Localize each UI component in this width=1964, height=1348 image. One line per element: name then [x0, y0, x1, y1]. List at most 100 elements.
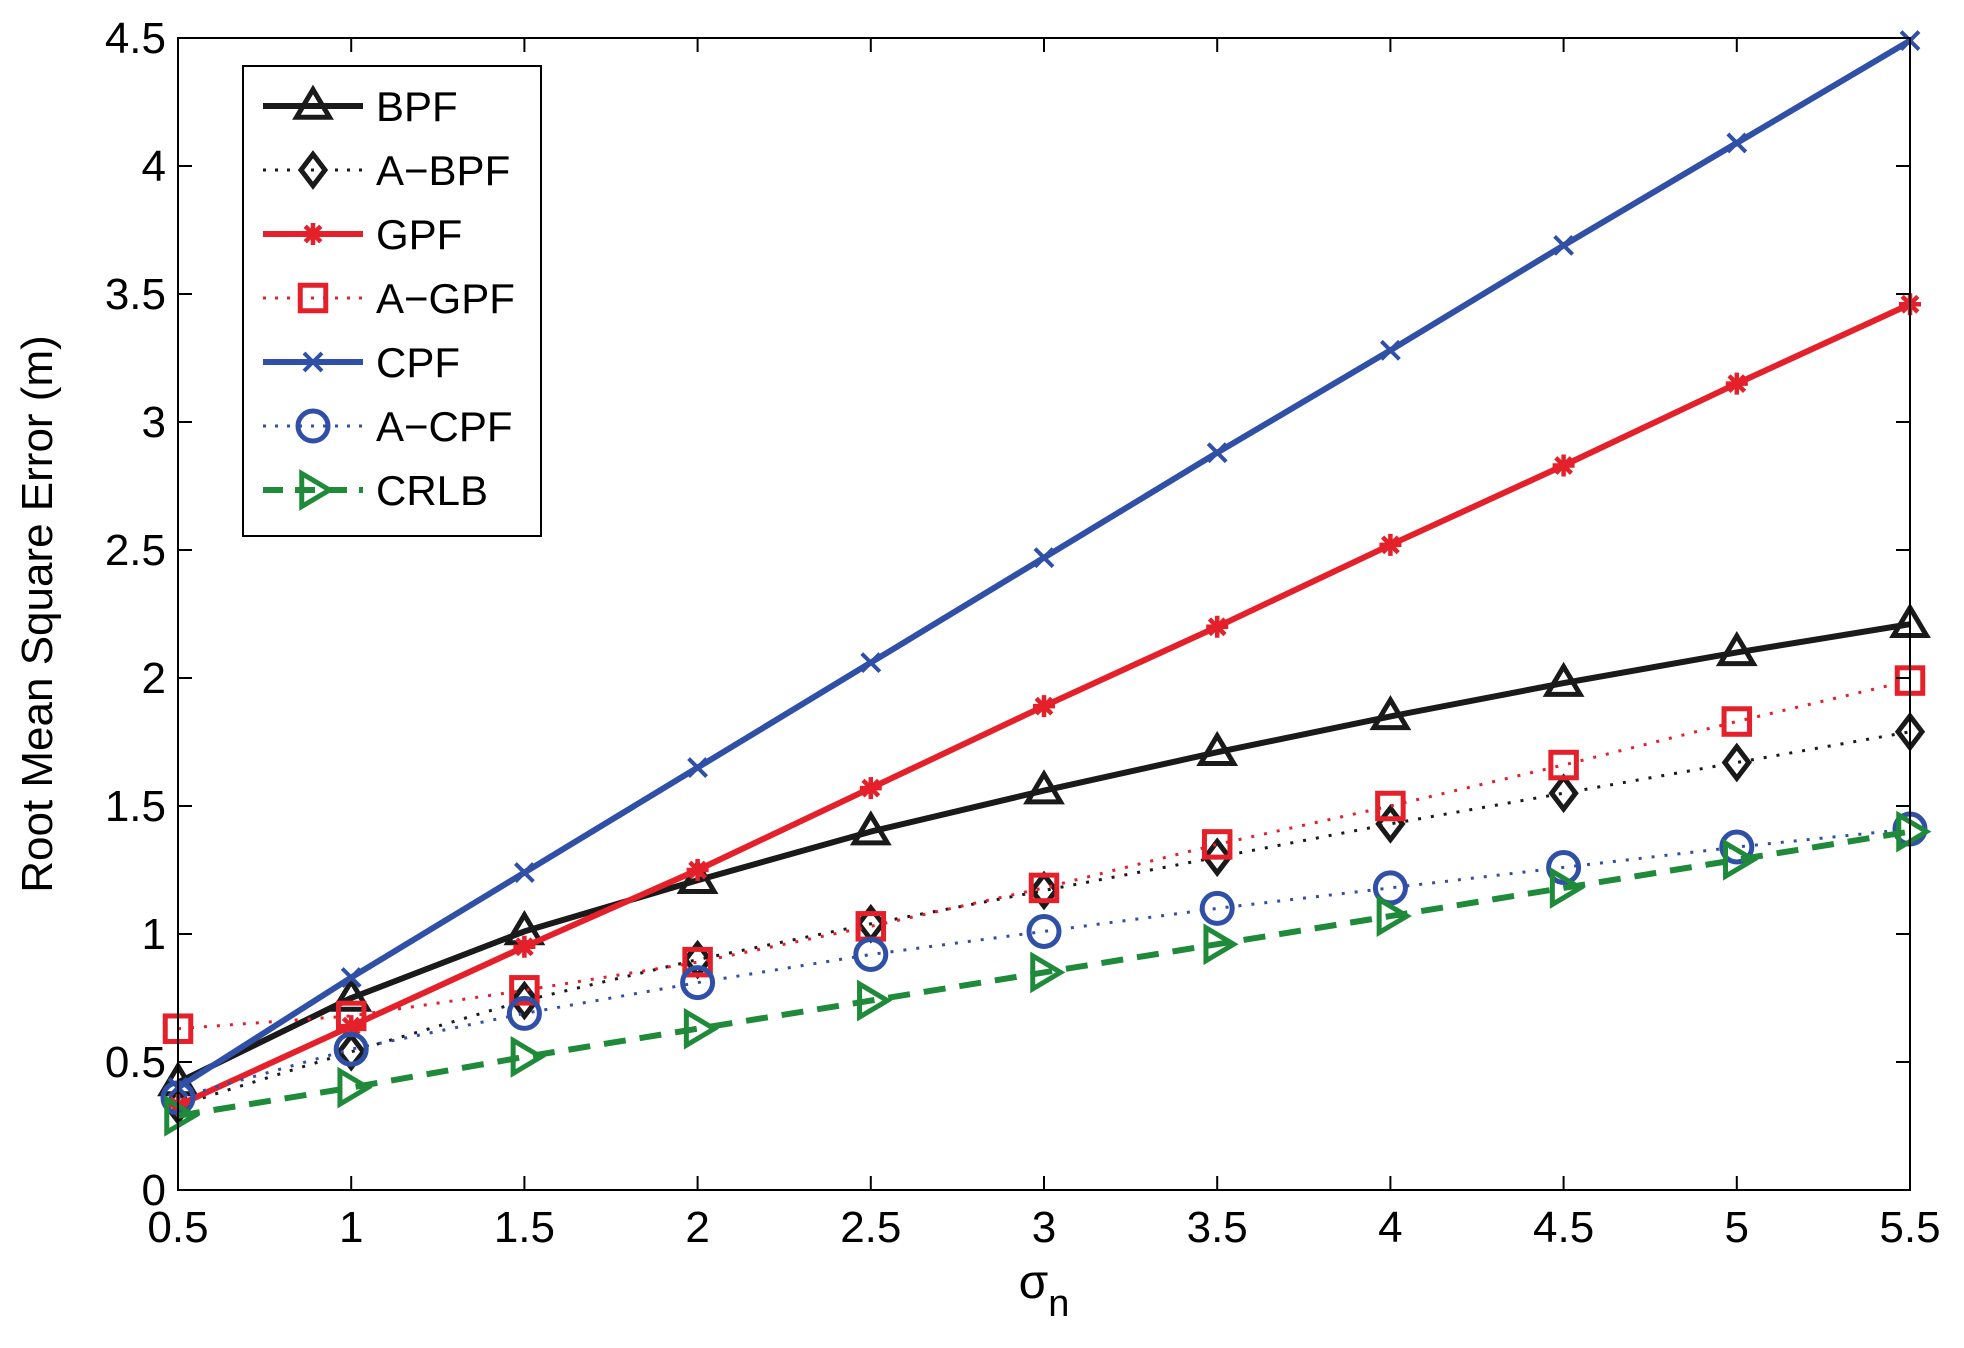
y-tick-label: 1.5 — [105, 782, 166, 831]
x-tick-label: 1 — [339, 1203, 363, 1252]
legend-label-a-gpf: A−GPF — [376, 275, 515, 322]
data-point-crlb — [1549, 867, 1585, 909]
legend-marker-a-cpf — [295, 408, 331, 444]
legend-label-a-cpf: A−CPF — [376, 403, 513, 450]
data-point-a-cpf — [333, 1031, 369, 1067]
legend-label-gpf: GPF — [376, 211, 462, 258]
series-bpf — [157, 602, 1931, 1097]
data-point-gpf — [1033, 695, 1055, 718]
data-point-gpf — [340, 1015, 363, 1038]
y-tick-label: 3 — [142, 398, 166, 447]
data-point-bpf — [849, 810, 892, 846]
data-point-a-gpf — [1375, 790, 1406, 822]
y-tick-label: 2.5 — [105, 526, 166, 575]
legend-marker-a-bpf — [297, 150, 329, 190]
data-point-cpf — [1206, 442, 1228, 464]
x-tick-label: 3.5 — [1187, 1203, 1248, 1252]
data-point-cpf — [340, 967, 362, 988]
series-crlb — [164, 810, 1932, 1137]
legend-label-bpf: BPF — [376, 83, 458, 130]
legend-marker-cpf — [302, 351, 324, 373]
data-point-a-bpf — [1721, 742, 1752, 783]
x-tick-label: 0.5 — [147, 1203, 208, 1252]
y-tick-label: 4 — [142, 142, 166, 191]
data-point-cpf — [1553, 234, 1575, 256]
data-point-cpf — [687, 757, 709, 779]
data-point-crlb — [857, 979, 893, 1022]
x-tick-label: 2 — [685, 1203, 709, 1252]
data-point-crlb — [510, 1035, 546, 1078]
y-tick-label: 3.5 — [105, 270, 166, 319]
data-point-a-cpf — [680, 965, 716, 1001]
data-point-a-gpf — [682, 946, 713, 978]
x-axis-label-subscript: n — [1048, 1283, 1069, 1325]
data-point-a-gpf — [509, 975, 540, 1006]
legend-marker-gpf — [302, 223, 324, 245]
legend-label-cpf: CPF — [376, 339, 460, 386]
data-point-a-bpf — [1548, 773, 1579, 814]
y-tick-label: 0.5 — [105, 1038, 166, 1087]
y-tick-label: 4.5 — [105, 14, 166, 63]
y-tick-label: 2 — [142, 654, 166, 703]
data-point-gpf — [1206, 615, 1229, 638]
series-line-crlb — [177, 828, 1911, 1119]
data-point-gpf — [859, 777, 882, 800]
data-point-bpf — [330, 976, 373, 1012]
data-point-a-cpf — [1026, 913, 1062, 949]
data-point-cpf — [1033, 547, 1055, 569]
series-line-a-bpf — [177, 730, 1911, 1107]
data-point-a-gpf — [1548, 749, 1579, 781]
data-point-a-bpf — [1202, 837, 1233, 878]
data-point-a-cpf — [1719, 829, 1755, 865]
legend-box — [242, 65, 542, 537]
data-point-cpf — [513, 862, 535, 883]
data-point-cpf — [1379, 339, 1401, 361]
data-point-a-gpf — [1721, 706, 1753, 737]
x-tick-label: 2.5 — [840, 1203, 901, 1252]
series-a-bpf — [162, 711, 1926, 1126]
x-tick-label: 3 — [1032, 1203, 1056, 1252]
x-tick-label: 1.5 — [494, 1203, 555, 1252]
data-point-gpf — [686, 859, 709, 881]
data-point-crlb — [683, 1007, 719, 1050]
data-point-crlb — [1203, 923, 1239, 966]
data-point-gpf — [1725, 372, 1748, 395]
legend-marker-bpf — [292, 84, 334, 120]
data-point-crlb — [1896, 810, 1932, 853]
x-tick-label: 4.5 — [1533, 1203, 1594, 1252]
data-point-crlb — [164, 1094, 200, 1137]
data-point-a-gpf — [335, 1000, 367, 1032]
legend-label-a-bpf: A−BPF — [376, 147, 510, 194]
data-point-bpf — [676, 858, 719, 894]
data-point-crlb — [337, 1066, 373, 1109]
data-point-a-cpf — [1372, 870, 1408, 906]
series-layer — [157, 30, 1932, 1137]
data-point-a-cpf — [1199, 890, 1235, 926]
series-line-bpf — [176, 621, 1911, 1086]
legend-label-crlb: CRLB — [376, 467, 488, 514]
axis-ticks: 0.5 1 1.5 2 2.5 3 3.5 4 4.5 5 5.500.511.522.533.54… — [105, 14, 1941, 1252]
legend-marker-a-gpf — [297, 282, 329, 314]
data-point-cpf — [860, 652, 882, 674]
x-tick-label: 4 — [1378, 1203, 1402, 1252]
data-point-a-cpf — [506, 995, 542, 1031]
data-point-gpf — [1552, 454, 1575, 477]
data-point-crlb — [1030, 951, 1066, 994]
y-tick-label: 1 — [142, 910, 166, 959]
data-point-a-gpf — [1028, 872, 1060, 904]
data-point-gpf — [513, 935, 536, 958]
data-point-a-gpf — [1201, 829, 1233, 860]
data-point-cpf — [1726, 132, 1748, 154]
data-point-a-bpf — [509, 980, 540, 1021]
series-cpf — [167, 30, 1921, 1099]
y-axis-label: Root Mean Square Error (m) — [13, 335, 62, 893]
x-tick-label: 5.5 — [1879, 1203, 1940, 1252]
legend-marker-crlb — [299, 469, 335, 511]
data-point-bpf — [1369, 695, 1412, 731]
data-point-bpf — [1715, 631, 1758, 667]
y-tick-label: 0 — [142, 1166, 166, 1215]
x-axis-label: σn — [1019, 1256, 1070, 1325]
x-axis-label-symbol: σ — [1019, 1256, 1049, 1309]
data-point-crlb — [1376, 895, 1412, 937]
